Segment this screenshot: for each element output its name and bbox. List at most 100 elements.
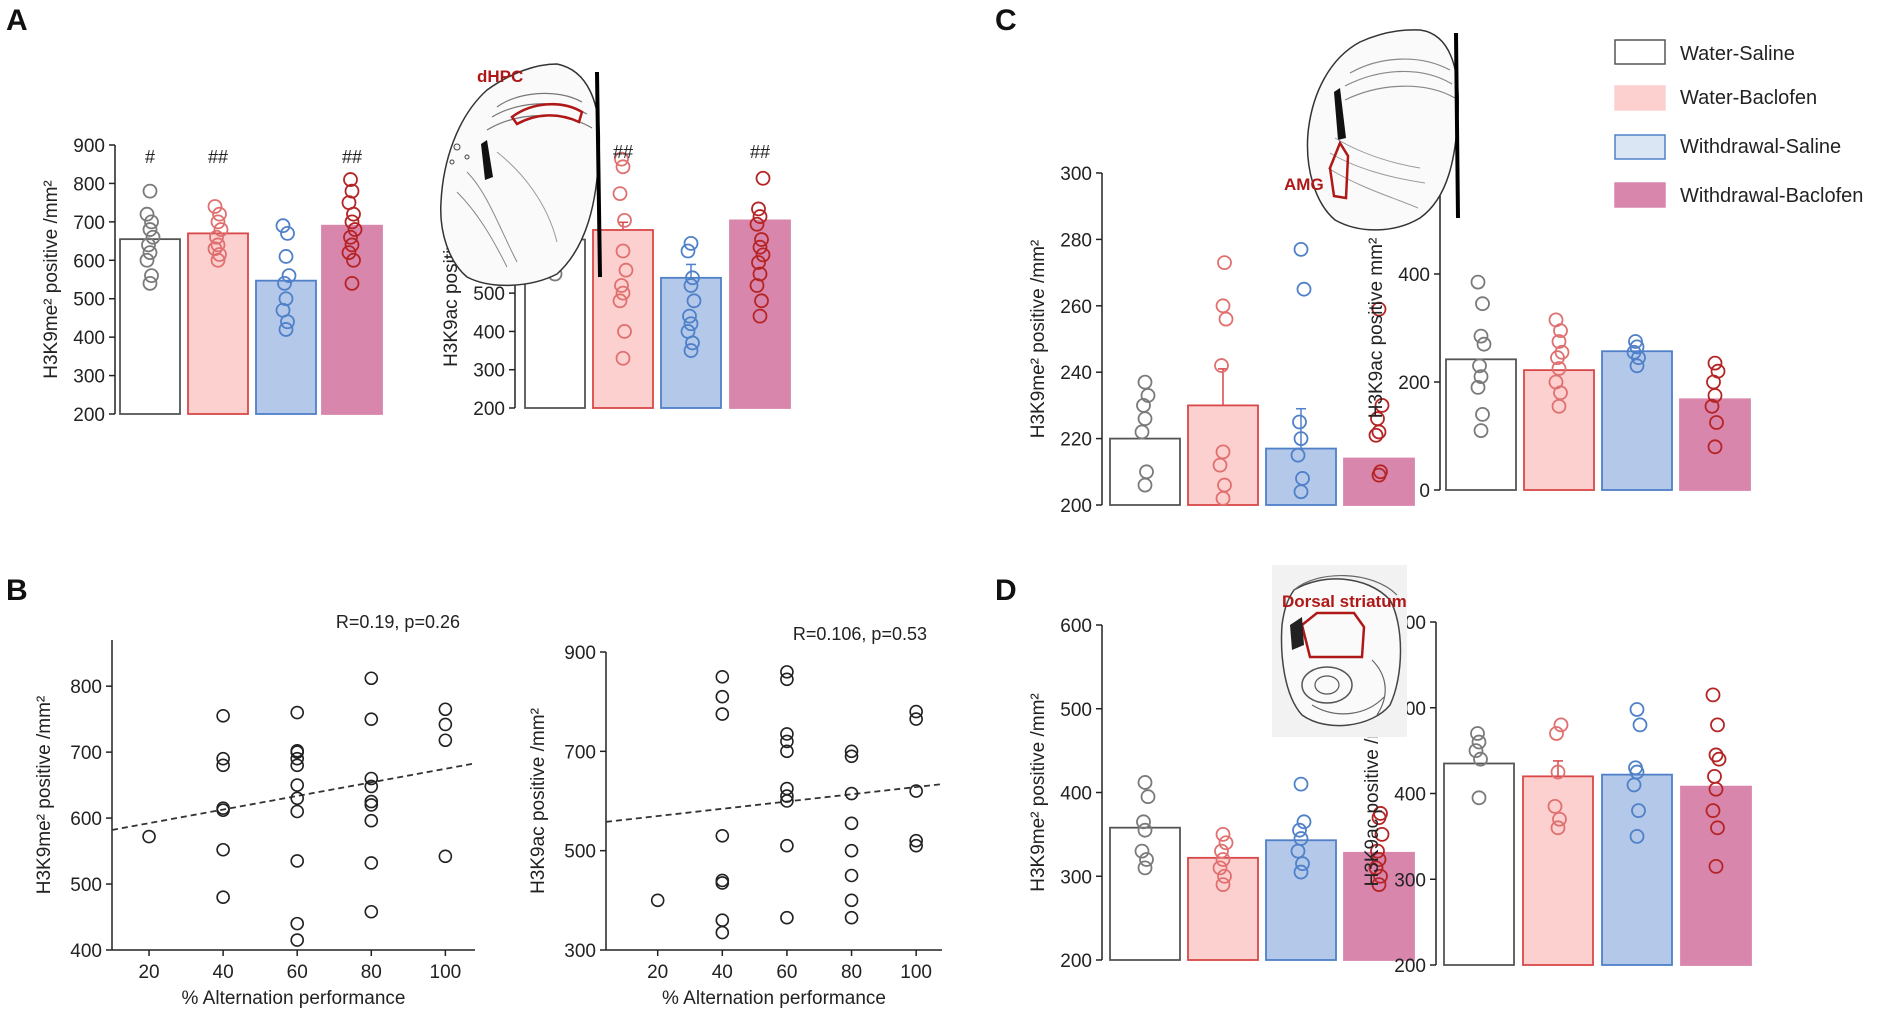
scatter-point (715, 670, 730, 684)
y-tick-label: 200 (1060, 496, 1092, 517)
correlation-stat: R=0.19, p=0.26 (336, 612, 460, 632)
chart-d-h3k9me2: 200 300 400 500 600 H3K9me² positive /mm² (1028, 616, 1415, 972)
scatter-point (290, 933, 305, 947)
data-point-withdrawal-saline (1293, 241, 1309, 257)
data-point-water-baclofen (1548, 312, 1564, 328)
data-point-water-saline (1137, 822, 1153, 838)
significance-withdrawal-baclofen: ## (342, 147, 362, 167)
data-point-water-saline (1137, 411, 1153, 427)
data-point-withdrawal-baclofen (344, 183, 360, 199)
data-point-withdrawal-baclofen (1371, 301, 1387, 317)
data-point-water-baclofen (1215, 444, 1231, 460)
data-point-water-saline (142, 275, 158, 291)
data-point-withdrawal-baclofen (1710, 820, 1725, 836)
bar-water-baclofen (1187, 404, 1259, 506)
data-point-withdrawal-baclofen (343, 172, 358, 187)
scatter-point (780, 789, 794, 803)
data-point-water-baclofen (612, 186, 628, 202)
data-point-water-baclofen (209, 229, 224, 245)
data-point-withdrawal-saline (683, 343, 699, 358)
y-tick-label: 280 (1060, 230, 1092, 251)
y-tick-label: 500 (73, 290, 105, 311)
data-point-water-baclofen (1550, 764, 1566, 780)
data-point-water-baclofen (618, 262, 634, 278)
data-point-water-baclofen (614, 278, 629, 293)
bar-withdrawal-baclofen (729, 219, 791, 409)
data-point-water-baclofen (1218, 311, 1234, 327)
data-point-water-baclofen (1218, 835, 1234, 851)
data-point-withdrawal-saline (1293, 864, 1309, 880)
data-point-withdrawal-saline (683, 235, 699, 251)
data-point-withdrawal-saline (275, 218, 291, 234)
scatter-point (715, 913, 730, 928)
y-tick-label: 600 (73, 251, 105, 272)
data-point-water-saline (1473, 369, 1489, 385)
y-tick-label: 200 (473, 399, 505, 420)
data-point-water-saline (1140, 789, 1156, 805)
data-point-water-saline (145, 229, 161, 245)
data-point-withdrawal-baclofen (1371, 424, 1387, 440)
data-point-withdrawal-baclofen (344, 275, 360, 291)
data-point-withdrawal-saline (278, 249, 294, 264)
y-axis-label: H3K9ac positive /mm² (1362, 701, 1383, 887)
data-point-water-baclofen (1215, 826, 1231, 842)
scatter-point (216, 709, 230, 723)
data-point-water-baclofen (615, 285, 631, 301)
region-label-striatum: Dorsal striatum (1282, 592, 1407, 611)
data-point-withdrawal-baclofen (1708, 858, 1724, 874)
scatter-point (844, 910, 859, 925)
scatter-point (364, 712, 379, 726)
scatter-point (364, 794, 379, 809)
scatter-point (844, 749, 859, 764)
data-point-withdrawal-baclofen (755, 170, 771, 186)
data-point-withdrawal-saline (1293, 776, 1309, 792)
scatter-point (216, 803, 230, 817)
data-point-water-baclofen (1550, 820, 1566, 836)
y-tick-label: 220 (1060, 430, 1092, 451)
scatter-point (780, 744, 794, 759)
y-tick-label: 400 (70, 941, 102, 962)
y-tick-label: 400 (73, 328, 105, 349)
data-point-water-baclofen (212, 206, 227, 222)
x-tick-label: 20 (647, 962, 668, 983)
scatter-point (290, 791, 305, 806)
data-point-water-baclofen (1212, 457, 1228, 473)
bar-withdrawal-baclofen (1680, 785, 1752, 966)
scatter-point (438, 717, 453, 732)
y-tick-label: 700 (564, 742, 596, 763)
data-point-water-baclofen (1551, 334, 1567, 349)
significance-water-saline: # (145, 147, 155, 167)
data-point-water-saline (139, 252, 155, 268)
y-tick-label: 500 (70, 875, 102, 896)
chart-c-h3k9me2: 200 220 240 260 280 300 H3K9me² positive /mm² (1028, 164, 1415, 517)
trend-line (111, 762, 476, 831)
region-label-amg: AMG (1284, 175, 1324, 194)
data-point-water-baclofen (1217, 255, 1232, 271)
data-point-withdrawal-baclofen (1371, 852, 1387, 867)
data-point-withdrawal-saline (1296, 814, 1312, 830)
scatter-point (290, 745, 305, 759)
bar-water-baclofen (1523, 369, 1595, 491)
y-axis-label: H3K9ac positive mm² (1366, 238, 1387, 419)
data-point-withdrawal-baclofen (343, 229, 358, 245)
significance-withdrawal-baclofen: ## (750, 142, 770, 162)
data-point-withdrawal-saline (1295, 856, 1310, 872)
data-point-withdrawal-baclofen (751, 255, 766, 270)
data-point-withdrawal-baclofen (1370, 843, 1385, 859)
data-point-water-baclofen (1212, 860, 1228, 876)
trend-line (605, 783, 943, 823)
scatter-point (844, 786, 859, 801)
y-tick-label: 900 (564, 643, 596, 664)
y-tick-label: 300 (1394, 870, 1426, 891)
scatter-point (216, 842, 230, 857)
scatter-point (909, 833, 923, 848)
data-point-withdrawal-saline (685, 270, 700, 286)
data-point-water-saline (1473, 751, 1488, 767)
y-axis-label: H3K9ac positive /mm² (528, 708, 549, 894)
data-point-water-baclofen (1215, 298, 1231, 314)
data-point-withdrawal-saline (1296, 281, 1312, 297)
data-point-withdrawal-saline (686, 293, 702, 309)
data-point-water-baclofen (1215, 877, 1231, 893)
data-point-water-saline (1139, 464, 1154, 480)
